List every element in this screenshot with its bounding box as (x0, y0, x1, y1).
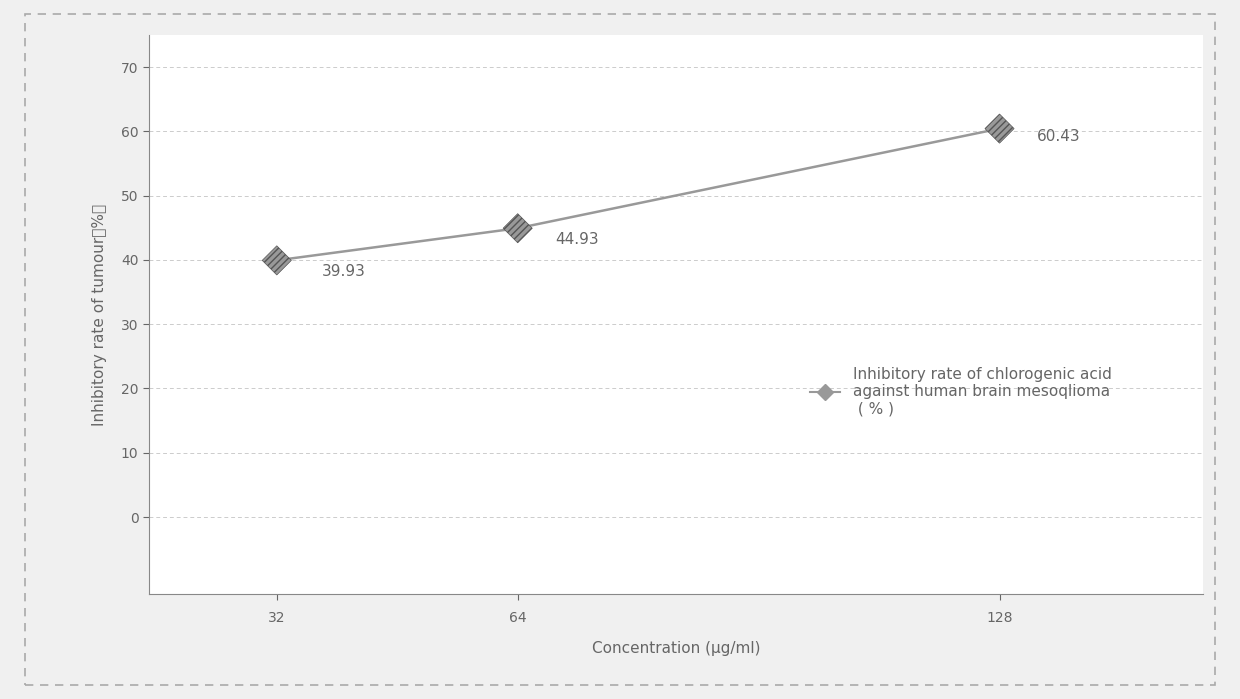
X-axis label: Concentration (μg/ml): Concentration (μg/ml) (591, 642, 760, 656)
Text: 60.43: 60.43 (1037, 129, 1081, 145)
Text: 44.93: 44.93 (556, 232, 599, 247)
Text: 39.93: 39.93 (322, 264, 366, 280)
Point (508, 223, 528, 234)
Point (267, 254, 286, 266)
Y-axis label: Inhibitory rate of tumour（%）: Inhibitory rate of tumour（%） (92, 203, 107, 426)
Point (990, 123, 1009, 134)
Legend: Inhibitory rate of chlorogenic acid
against human brain mesoqlioma
 ( % ): Inhibitory rate of chlorogenic acid agai… (810, 367, 1111, 417)
